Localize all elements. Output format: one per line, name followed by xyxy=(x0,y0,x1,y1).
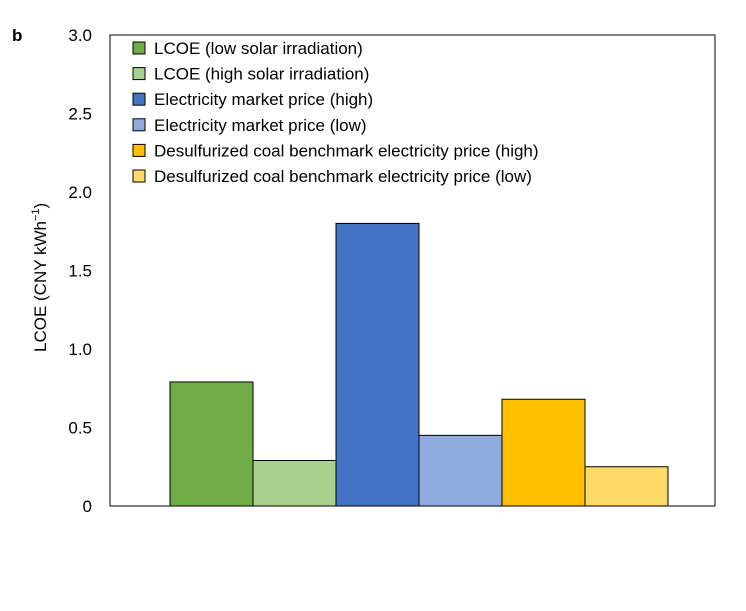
legend: LCOE (low solar irradiation) LCOE (high s… xyxy=(132,39,539,186)
legend-swatch xyxy=(132,92,146,106)
y-tick-label: 2.5 xyxy=(68,105,92,124)
legend-swatch xyxy=(132,118,146,132)
y-tick-label: 2.0 xyxy=(68,183,92,202)
legend-label: Electricity market price (low) xyxy=(154,116,367,135)
legend-label: Desulfurized coal benchmark electricity … xyxy=(154,167,532,186)
y-axis-title: LCOE (CNY kWh−1) xyxy=(30,203,50,352)
legend-label: LCOE (high solar irradiation) xyxy=(154,65,369,84)
bar xyxy=(418,434,503,507)
y-tick-label: 0 xyxy=(83,497,92,516)
y-tick-label: 3.0 xyxy=(68,26,92,45)
y-tick-label: 0.5 xyxy=(68,419,92,438)
panel-label: b xyxy=(12,26,22,45)
bar xyxy=(252,459,337,507)
y-tick-label: 1.0 xyxy=(68,340,92,359)
legend-swatch xyxy=(132,41,146,55)
y-axis-title-end: ) xyxy=(31,203,50,209)
bar xyxy=(584,466,669,507)
legend-swatch xyxy=(132,169,146,183)
bars-group xyxy=(169,222,669,507)
y-axis-title-main: LCOE (CNY kWh xyxy=(31,221,50,352)
bar xyxy=(335,222,420,507)
bar xyxy=(169,381,254,507)
legend-label: Electricity market price (high) xyxy=(154,90,373,109)
legend-swatch xyxy=(132,143,146,157)
legend-label: LCOE (low solar irradiation) xyxy=(154,39,363,58)
bar xyxy=(501,398,586,507)
y-axis-ticks: 0 0.5 1.0 1.5 2.0 2.5 3.0 xyxy=(68,26,92,516)
legend-swatch xyxy=(132,67,146,81)
legend-label: Desulfurized coal benchmark electricity … xyxy=(154,141,539,160)
y-tick-label: 1.5 xyxy=(68,262,92,281)
y-axis-title-sup: −1 xyxy=(30,208,42,221)
